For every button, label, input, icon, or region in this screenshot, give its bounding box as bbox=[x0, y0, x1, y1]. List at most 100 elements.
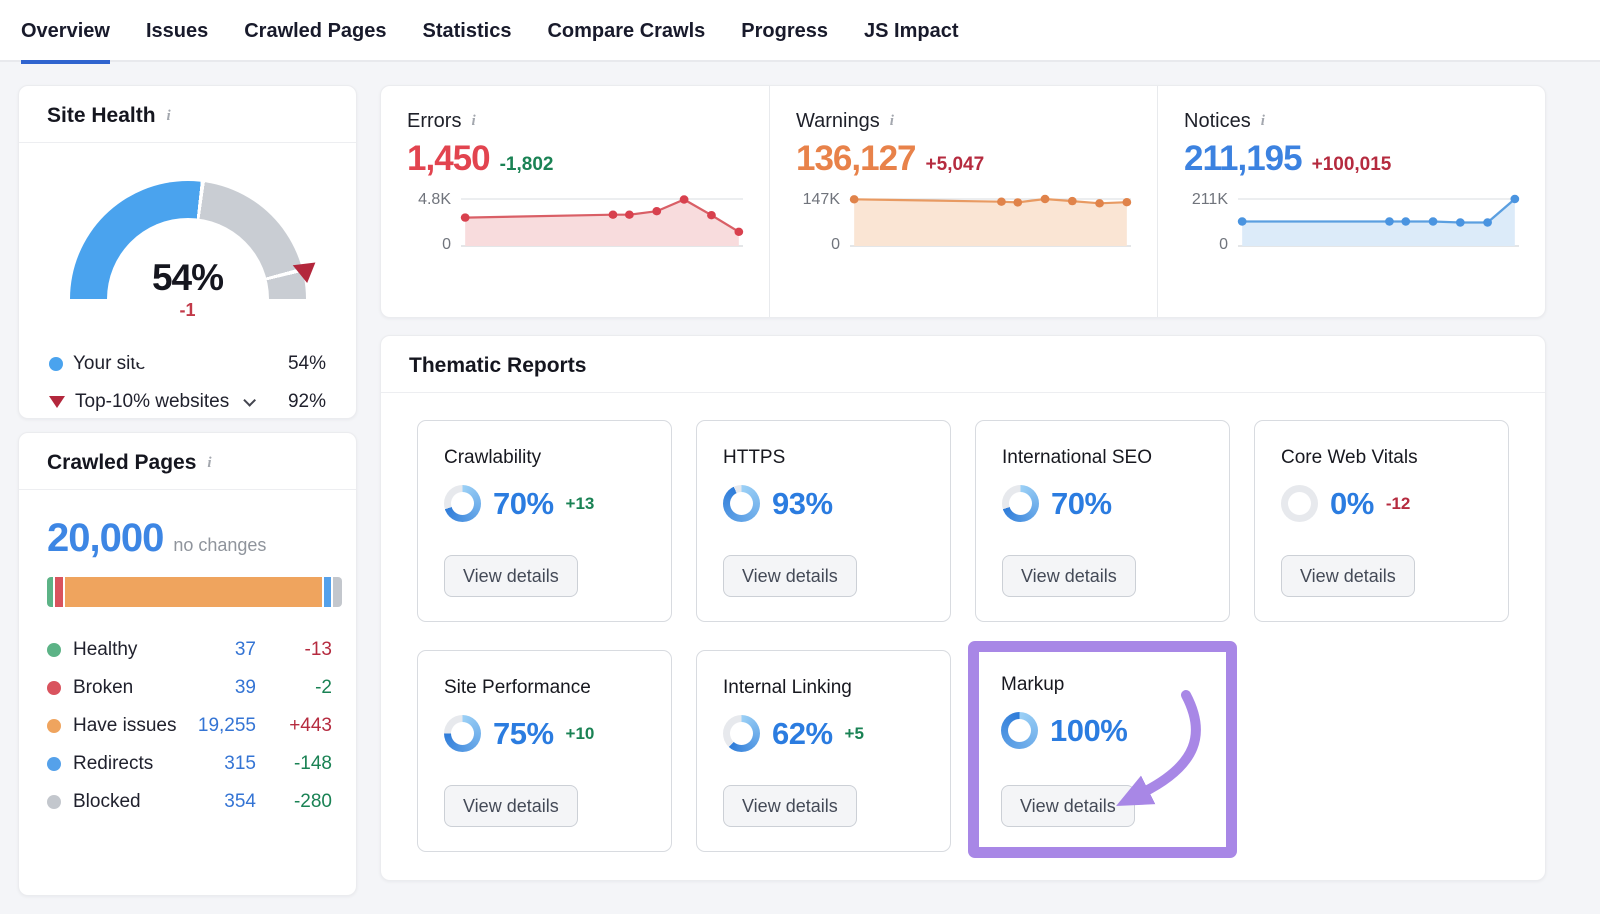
axis-zero-label: 0 bbox=[442, 236, 451, 253]
metric-value: 1,450 bbox=[407, 139, 491, 178]
view-details-button[interactable]: View details bbox=[1001, 785, 1135, 827]
axis-max-label: 147K bbox=[802, 191, 840, 208]
axis-max-label: 211K bbox=[1191, 191, 1228, 208]
info-icon[interactable]: i bbox=[471, 113, 476, 129]
site-health-gauge: 54% -1 bbox=[69, 181, 315, 417]
thematic-card-core-web-vitals: Core Web Vitals 0% -12 View details bbox=[1254, 420, 1509, 622]
report-percent: 0% bbox=[1330, 485, 1374, 521]
crawled-pages-card: Crawled Pages i 20,000 no changes Health… bbox=[18, 432, 357, 896]
nav-tab-js-impact[interactable]: JS Impact bbox=[864, 19, 959, 42]
score-donut-icon bbox=[444, 715, 481, 752]
info-icon[interactable]: i bbox=[207, 454, 212, 471]
thematic-title: Thematic Reports bbox=[409, 354, 587, 377]
chart-y-axis: 147K 0 bbox=[796, 189, 850, 253]
report-percent: 93% bbox=[772, 485, 833, 521]
category-dot-icon bbox=[47, 643, 61, 657]
metric-change: -1,802 bbox=[499, 154, 554, 175]
thematic-card-https: HTTPS 93% View details bbox=[696, 420, 951, 622]
crawled-total: 20,000 bbox=[47, 516, 164, 560]
crawled-stacked-bar bbox=[47, 577, 342, 607]
nav-tab-progress[interactable]: Progress bbox=[741, 19, 829, 42]
view-details-button[interactable]: View details bbox=[1281, 555, 1415, 597]
crawled-pages-header: Crawled Pages i bbox=[19, 433, 356, 490]
legend-value: 54% bbox=[287, 353, 326, 374]
category-value-link[interactable]: 315 bbox=[224, 753, 256, 774]
metric-title: Errors bbox=[407, 110, 462, 132]
category-dot-icon bbox=[47, 681, 61, 695]
crawled-legend-row: Have issues 19,255 +443 bbox=[47, 707, 332, 745]
report-percent: 75% bbox=[493, 715, 554, 751]
category-dot-icon bbox=[47, 719, 61, 733]
category-change: +443 bbox=[289, 715, 332, 736]
top-navigation: Overview Issues Crawled Pages Statistics Com… bbox=[0, 0, 1600, 64]
metric-numbers: 1,450 -1,802 bbox=[407, 139, 743, 179]
bar-segment-broken bbox=[55, 577, 63, 607]
view-details-button[interactable]: View details bbox=[723, 555, 857, 597]
bar-segment-redirects bbox=[324, 577, 331, 607]
site-health-score: 54% bbox=[151, 257, 224, 298]
metric-section-notices: Notices i 211,195 +100,015 211K 0 bbox=[1157, 86, 1545, 317]
info-icon[interactable]: i bbox=[166, 107, 171, 124]
report-score-row: 70% bbox=[1002, 485, 1203, 522]
crawled-legend: Healthy 37 -13 Broken 39 -2 Have issues … bbox=[47, 631, 332, 821]
category-value-link[interactable]: 39 bbox=[234, 677, 256, 698]
category-dot-icon bbox=[47, 757, 61, 771]
issues-summary-card: Errors i 1,450 -1,802 4.8K 0 Warnings i … bbox=[380, 85, 1546, 318]
report-title: Site Performance bbox=[444, 677, 591, 698]
nav-tab-crawled-pages[interactable]: Crawled Pages bbox=[244, 19, 387, 42]
nav-tab-compare-crawls[interactable]: Compare Crawls bbox=[547, 19, 706, 42]
report-percent: 70% bbox=[1051, 485, 1112, 521]
legend-value: 92% bbox=[287, 391, 326, 412]
thematic-header: Thematic Reports bbox=[381, 336, 1545, 393]
bar-segment-have-issues bbox=[64, 577, 323, 607]
view-details-button[interactable]: View details bbox=[444, 785, 578, 827]
view-details-button[interactable]: View details bbox=[444, 555, 578, 597]
series-dot-icon bbox=[49, 357, 63, 371]
report-title: Internal Linking bbox=[723, 677, 852, 698]
info-icon[interactable]: i bbox=[889, 113, 894, 129]
category-value-link[interactable]: 37 bbox=[234, 639, 256, 660]
report-score-row: 93% bbox=[723, 485, 924, 522]
thematic-card-internal-linking: Internal Linking 62% +5 View details bbox=[696, 650, 951, 852]
metric-trend-chart: 4.8K 0 bbox=[407, 189, 744, 253]
view-details-button[interactable]: View details bbox=[723, 785, 857, 827]
nav-tab-overview[interactable]: Overview bbox=[21, 0, 110, 64]
crawled-total-row: 20,000 no changes bbox=[19, 490, 356, 561]
sparkline-chart bbox=[849, 194, 1132, 247]
score-donut-icon bbox=[444, 485, 481, 522]
chart-y-axis: 4.8K 0 bbox=[407, 189, 461, 253]
metric-title: Warnings bbox=[796, 110, 880, 132]
category-label: Broken bbox=[73, 677, 134, 698]
gauge-arc bbox=[69, 181, 306, 417]
gauge-center: 54% -1 bbox=[70, 257, 306, 321]
nav-tab-statistics[interactable]: Statistics bbox=[422, 19, 512, 42]
metric-trend-chart: 211K 0 bbox=[1184, 189, 1520, 253]
category-value-link[interactable]: 354 bbox=[224, 791, 256, 812]
sparkline-chart bbox=[460, 195, 744, 247]
metric-numbers: 136,127 +5,047 bbox=[796, 139, 1131, 179]
metric-change: +100,015 bbox=[1311, 154, 1392, 175]
nav-tab-issues[interactable]: Issues bbox=[145, 19, 209, 42]
report-percent: 62% bbox=[772, 715, 833, 751]
report-score-row: 100% bbox=[1001, 712, 1204, 749]
site-health-change: -1 bbox=[179, 300, 196, 320]
metric-numbers: 211,195 +100,015 bbox=[1184, 139, 1519, 179]
category-value-link[interactable]: 19,255 bbox=[197, 715, 256, 736]
metric-change: +5,047 bbox=[925, 154, 985, 175]
view-details-button[interactable]: View details bbox=[1002, 555, 1136, 597]
report-change: +5 bbox=[844, 723, 864, 743]
category-change: -280 bbox=[293, 791, 332, 812]
info-icon[interactable]: i bbox=[1260, 113, 1265, 129]
category-label: Redirects bbox=[73, 753, 154, 774]
bar-segment-healthy bbox=[47, 577, 54, 607]
report-change: -12 bbox=[1385, 493, 1411, 513]
site-health-card: Site Health i 54% -1 Your site 54% Top-1… bbox=[18, 85, 357, 419]
metric-value: 211,195 bbox=[1184, 139, 1303, 178]
thematic-grid: Crawlability 70% +13 View details HTTPS … bbox=[381, 393, 1545, 858]
metric-trend-chart: 147K 0 bbox=[796, 189, 1132, 253]
thematic-card-international-seo: International SEO 70% View details bbox=[975, 420, 1230, 622]
crawled-total-note: no changes bbox=[173, 535, 267, 555]
report-percent: 70% bbox=[493, 485, 554, 521]
category-change: -13 bbox=[304, 639, 332, 660]
report-title: Markup bbox=[1001, 674, 1065, 695]
